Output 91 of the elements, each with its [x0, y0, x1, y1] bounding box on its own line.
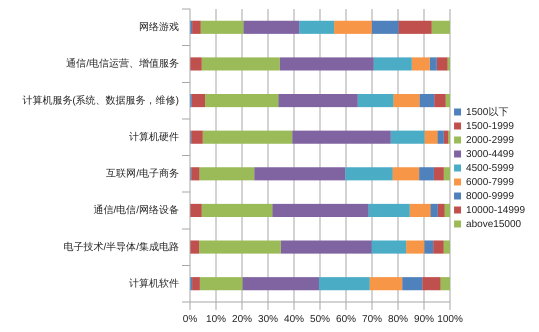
x-tick-label: 0%	[182, 314, 198, 325]
y-tick-label: 互联网/电子商务	[106, 168, 179, 180]
x-tick-label: 50%	[310, 314, 330, 325]
bar	[358, 94, 394, 108]
bar	[438, 204, 445, 218]
bar	[424, 240, 434, 254]
bar	[440, 277, 450, 290]
bar	[412, 57, 430, 71]
y-tick-label: 计算机软件	[129, 277, 179, 290]
bar	[430, 204, 438, 218]
legend-label: above15000	[466, 218, 522, 230]
bar	[242, 277, 319, 290]
legend-label: 3000-4499	[466, 148, 514, 160]
bar	[390, 130, 425, 144]
bar	[422, 277, 440, 290]
bar	[433, 240, 444, 254]
x-tick-label: 90%	[414, 314, 434, 325]
x-tick-label: 80%	[388, 314, 408, 325]
bar	[244, 20, 300, 34]
bar	[368, 204, 410, 218]
bar	[192, 277, 200, 290]
bar	[254, 167, 346, 180]
bar	[436, 57, 448, 71]
bar	[278, 94, 358, 108]
bar	[444, 130, 448, 144]
x-tick-label: 60%	[336, 314, 356, 325]
y-tick-label: 通信/电信运营、增值服务	[66, 58, 179, 70]
bar	[199, 240, 281, 254]
x-tick-label: 20%	[232, 314, 252, 325]
bar	[192, 20, 201, 34]
y-tick-label: 通信/电信/网络设备	[93, 204, 179, 216]
bar	[393, 94, 420, 108]
legend-label: 1500-1999	[466, 120, 514, 132]
legend-label: 8000-9999	[466, 190, 514, 202]
bar	[200, 20, 244, 34]
y-tick-label: 电子技术/半导体/集成电路	[63, 240, 179, 253]
legend-label: 4500-5999	[466, 162, 514, 174]
bar	[334, 20, 372, 34]
bar	[370, 277, 402, 290]
bar	[345, 167, 393, 180]
x-tick-label: 30%	[258, 314, 278, 325]
bar	[419, 167, 434, 180]
bar	[299, 20, 334, 34]
bar	[280, 57, 374, 71]
x-tick-label: 40%	[284, 314, 304, 325]
bar	[199, 167, 254, 180]
bar	[444, 240, 450, 254]
bar	[190, 204, 202, 218]
y-tick-label: 计算机服务(系统、数据服务，维修)	[22, 94, 179, 106]
bar	[190, 240, 200, 254]
bar	[280, 240, 372, 254]
bar	[205, 94, 278, 108]
x-tick-label: 100%	[437, 314, 463, 325]
y-tick-label: 计算机硬件	[129, 130, 179, 143]
bar	[446, 94, 450, 108]
bar	[410, 204, 431, 218]
y-tick-label: 网络游戏	[139, 21, 179, 34]
bar	[424, 130, 438, 144]
bar	[372, 240, 406, 254]
bar	[398, 20, 432, 34]
bar	[191, 130, 203, 144]
bar	[190, 57, 202, 71]
bar	[434, 167, 444, 180]
bar	[392, 167, 420, 180]
bar	[202, 57, 280, 71]
bar	[434, 94, 446, 108]
bar	[191, 167, 200, 180]
bar	[406, 240, 424, 254]
x-tick-label: 10%	[206, 314, 226, 325]
bar	[420, 94, 434, 108]
x-tick-label: 70%	[362, 314, 382, 325]
bar	[202, 204, 272, 218]
legend-label: 6000-7999	[466, 176, 514, 188]
bar	[272, 204, 368, 218]
bar	[202, 130, 292, 144]
bar	[430, 57, 437, 71]
bar	[372, 20, 399, 34]
bar	[402, 277, 422, 290]
bar	[200, 277, 243, 290]
bar	[374, 57, 412, 71]
bar	[318, 277, 370, 290]
bar	[447, 57, 450, 71]
legend-label: 10000-14999	[466, 204, 526, 216]
bar	[192, 94, 206, 108]
bar	[292, 130, 391, 144]
bar	[438, 130, 444, 144]
bar	[432, 20, 450, 34]
bar	[444, 204, 450, 218]
bar	[444, 167, 450, 180]
legend-label: 2000-2999	[466, 134, 514, 146]
legend-label: 1500以下	[466, 106, 508, 118]
